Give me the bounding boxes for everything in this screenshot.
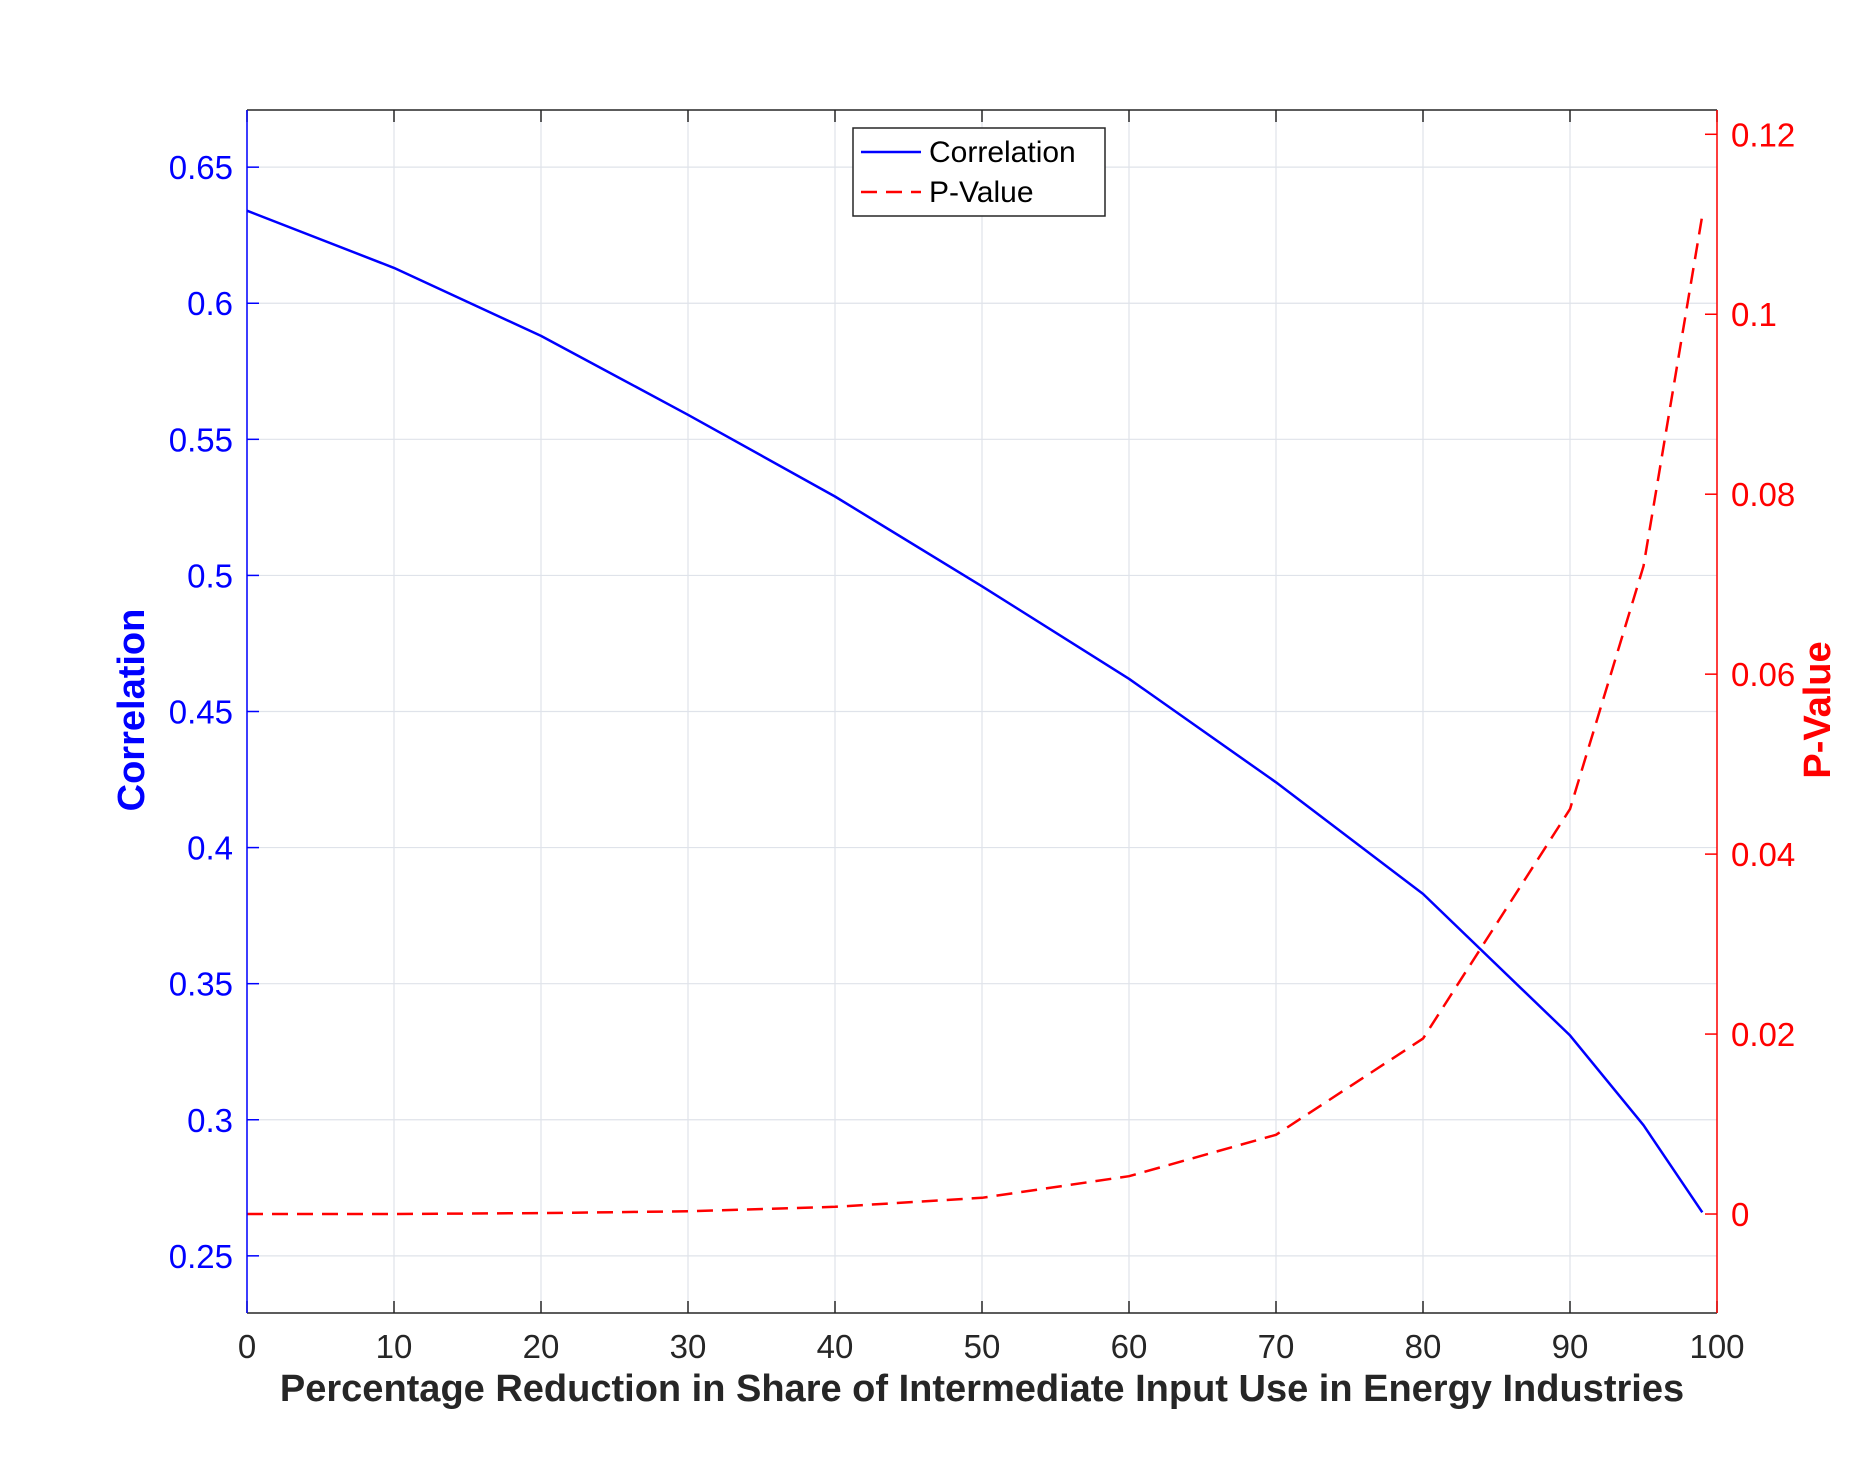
y-axis-right-label: P-Value — [1797, 641, 1839, 778]
x-axis-label: Percentage Reduction in Share of Interme… — [280, 1368, 1684, 1410]
y-left-tick-label: 0.65 — [169, 149, 233, 186]
y-right-tick-label: 0 — [1731, 1196, 1749, 1233]
x-tick-label: 50 — [964, 1328, 1001, 1365]
y-right-tick-label: 0.06 — [1731, 656, 1795, 693]
legend-box — [852, 127, 1106, 217]
grid-lines — [246, 110, 1718, 1313]
y-right-tick-label: 0.08 — [1731, 476, 1795, 513]
series-line-correlation — [246, 209, 1704, 1213]
legend-pvalue-label: P-Value — [929, 176, 1034, 209]
series-line-p-value — [247, 215, 1704, 1216]
y-left-tick-label: 0.55 — [169, 421, 233, 458]
x-tick-label: 0 — [238, 1328, 256, 1365]
y-left-tick-label: 0.25 — [169, 1238, 233, 1275]
x-tick-label: 80 — [1405, 1328, 1442, 1365]
x-tick-label: 40 — [817, 1328, 854, 1365]
y-left-tick-label: 0.4 — [187, 830, 233, 867]
y-right-tick-label: 0.1 — [1731, 296, 1777, 333]
legend: Correlation P-Value — [852, 127, 1106, 217]
y-left-tick-label: 0.5 — [187, 557, 233, 594]
y-left-tick-label: 0.3 — [187, 1102, 233, 1139]
y-axis-left-label: Correlation — [111, 609, 153, 812]
axes — [246, 109, 1718, 1314]
x-tick-label: 20 — [523, 1328, 560, 1365]
y-right-tick-label: 0.12 — [1731, 116, 1795, 153]
x-tick-label: 10 — [376, 1328, 413, 1365]
y-left-tick-label: 0.35 — [169, 966, 233, 1003]
x-tick-label: 60 — [1111, 1328, 1148, 1365]
x-tick-label: 70 — [1258, 1328, 1295, 1365]
y-right-tick-label: 0.04 — [1731, 836, 1795, 873]
x-tick-label: 30 — [670, 1328, 707, 1365]
y-left-tick-label: 0.45 — [169, 694, 233, 731]
series-lines — [246, 209, 1704, 1216]
x-tick-label: 100 — [1689, 1328, 1744, 1365]
tick-labels: 0 10 20 30 40 50 60 70 80 90 100 0.25 0.3 0.35 0.4 0.45… — [169, 116, 1795, 1365]
y-right-tick-label: 0.02 — [1731, 1016, 1795, 1053]
legend-correlation-label: Correlation — [929, 136, 1076, 169]
x-tick-label: 90 — [1552, 1328, 1589, 1365]
y-left-tick-label: 0.6 — [187, 285, 233, 322]
